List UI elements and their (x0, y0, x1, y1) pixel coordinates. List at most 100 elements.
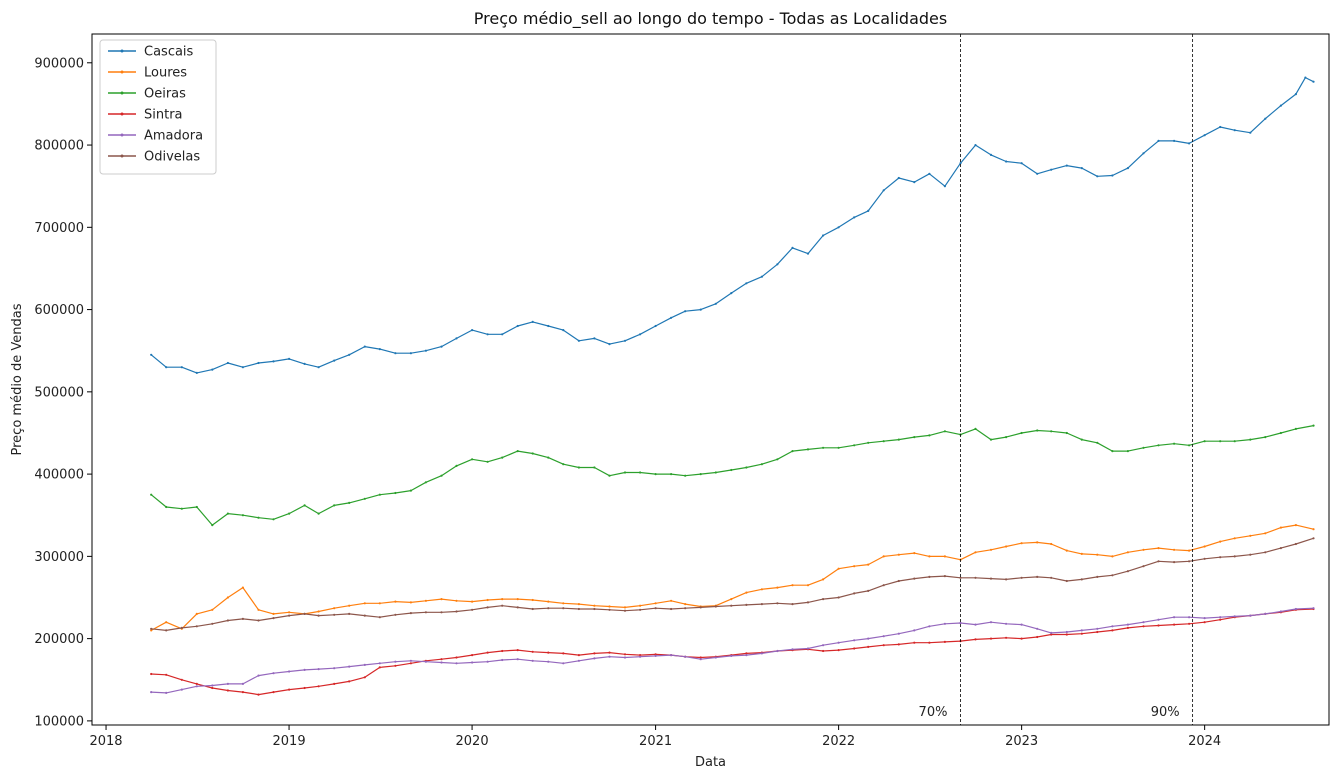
data-point (1020, 576, 1023, 579)
data-point (180, 678, 183, 681)
data-point (1294, 524, 1297, 527)
data-point (1264, 436, 1267, 439)
data-point (562, 602, 565, 605)
legend-label: Odivelas (144, 150, 200, 165)
data-point (1294, 93, 1297, 96)
data-point (241, 366, 244, 369)
data-point (1080, 167, 1083, 170)
data-point (501, 598, 504, 601)
x-tick-label: 2020 (456, 734, 489, 749)
data-point (822, 598, 825, 601)
data-point (288, 611, 291, 614)
data-point (333, 682, 336, 686)
data-point (333, 607, 336, 610)
data-point (1173, 623, 1176, 626)
data-point (1096, 630, 1099, 634)
data-point (699, 658, 702, 661)
data-point (1249, 131, 1252, 134)
data-point (776, 586, 779, 589)
data-point (257, 674, 260, 677)
data-point (1188, 444, 1191, 447)
data-point (867, 563, 870, 566)
data-point (165, 673, 168, 676)
data-point (303, 686, 306, 690)
data-point (1126, 626, 1129, 630)
data-point (608, 651, 611, 654)
data-point (882, 635, 885, 638)
data-point (822, 578, 825, 581)
data-point (211, 368, 214, 371)
data-point (730, 604, 733, 607)
data-point (501, 333, 504, 336)
data-point (348, 665, 351, 668)
data-point (654, 653, 657, 656)
data-point (1096, 175, 1099, 178)
legend-marker (120, 112, 124, 116)
data-point (1312, 537, 1315, 540)
data-point (1142, 621, 1145, 624)
data-point (378, 493, 381, 496)
data-point (913, 577, 916, 580)
data-point (1188, 622, 1191, 625)
data-point (623, 339, 627, 342)
data-point (853, 639, 856, 642)
data-point (959, 162, 962, 165)
data-point (577, 339, 581, 342)
data-point (760, 588, 764, 591)
data-point (853, 565, 856, 568)
data-point (699, 606, 702, 609)
data-point (1036, 429, 1039, 432)
data-point (409, 352, 412, 355)
data-point (608, 655, 611, 658)
data-point (745, 591, 748, 594)
data-point (1142, 625, 1145, 628)
data-point (684, 310, 687, 313)
data-point (1279, 547, 1282, 550)
data-point (547, 607, 550, 610)
data-point (639, 655, 642, 658)
data-point (943, 430, 947, 433)
data-point (531, 320, 534, 323)
data-point (1188, 142, 1191, 145)
data-point (1065, 164, 1068, 167)
data-point (806, 601, 810, 604)
data-point (974, 551, 977, 554)
data-point (257, 361, 260, 365)
data-point (471, 600, 474, 603)
data-point (409, 659, 412, 662)
data-point (684, 603, 687, 606)
data-point (547, 456, 550, 459)
data-point (1312, 424, 1315, 427)
data-point (288, 614, 291, 617)
data-point (882, 555, 885, 558)
data-point (760, 463, 764, 466)
data-point (837, 596, 840, 599)
data-point (378, 662, 381, 665)
data-point (913, 629, 916, 632)
data-point (180, 688, 183, 691)
data-point (577, 607, 581, 611)
data-point (440, 611, 443, 614)
data-point (150, 672, 153, 676)
data-point (150, 691, 153, 694)
data-point (928, 172, 931, 175)
data-point (471, 661, 474, 664)
data-point (455, 599, 458, 602)
data-point (577, 654, 581, 657)
data-point (853, 647, 856, 650)
data-point (1050, 168, 1053, 171)
data-point (226, 596, 229, 599)
data-point (1050, 542, 1053, 546)
data-point (226, 682, 229, 686)
data-point (1126, 450, 1129, 453)
data-point (577, 603, 581, 606)
data-point (409, 612, 412, 615)
data-point (317, 614, 320, 617)
data-point (257, 693, 260, 696)
data-point (363, 497, 366, 500)
data-point (1126, 623, 1129, 626)
data-point (363, 614, 366, 617)
data-point (195, 371, 198, 374)
y-tick-label: 700000 (34, 221, 84, 236)
